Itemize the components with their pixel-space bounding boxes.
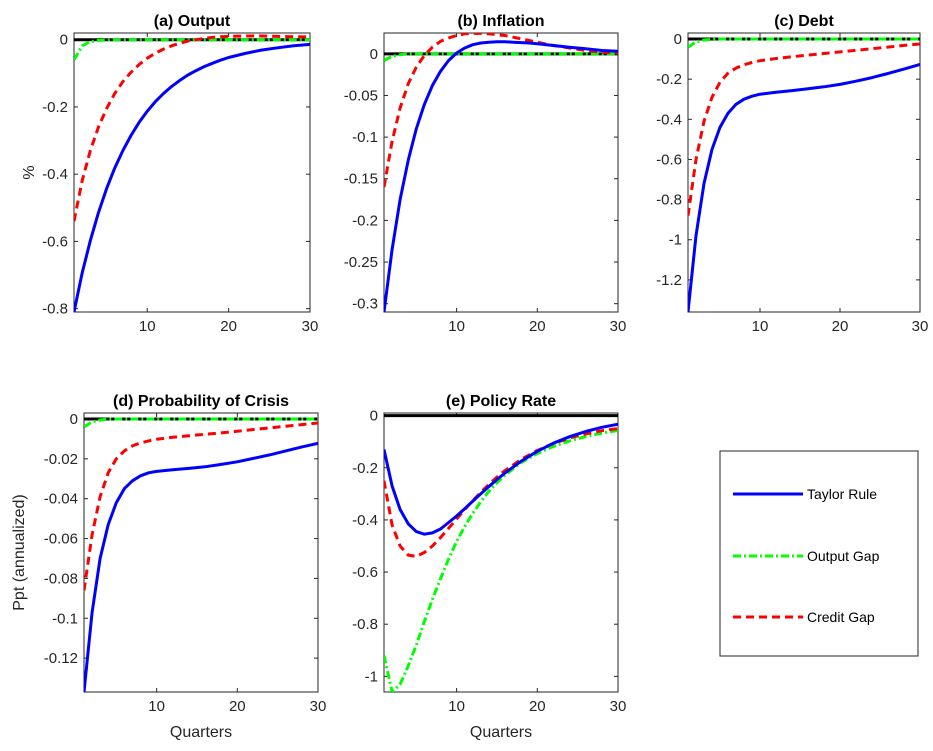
probability-of-crisis-ylabel: Ppt (annualized): [11, 494, 28, 611]
output-ytick-label: -0.2: [42, 99, 68, 116]
inflation-ytick-label: -0.2: [352, 212, 378, 229]
output-ylabel: %: [21, 165, 38, 179]
policy-rate-series-taylor-rule: [384, 422, 618, 536]
probability-of-crisis-title: (d) Probability of Crisis: [113, 393, 289, 410]
output-title: (a) Output: [154, 13, 231, 30]
probability-of-crisis-ytick-label: -0.02: [44, 451, 78, 468]
debt-axes-frame: [687, 32, 921, 313]
panel-inflation: 10 20 30 0 -0.05 -0.1 -0.15 -0.2 -0.25 -0.3 (b) In…: [344, 13, 627, 335]
inflation-ytick-label: 0: [370, 46, 378, 63]
policy-rate-ytick-label: -0.2: [352, 460, 378, 477]
probability-of-crisis-series-credit-gap: [84, 421, 318, 591]
debt-series-credit-gap: [688, 42, 920, 216]
inflation-axes-frame: [383, 32, 619, 313]
output-ytick-label: -0.8: [42, 301, 68, 318]
inflation-series-output-gap: [384, 52, 618, 62]
legend-label-taylor-rule: Taylor Rule: [807, 486, 877, 502]
probability-of-crisis-ytick-label: -0.12: [44, 650, 78, 667]
debt-xtick-label: 20: [832, 318, 849, 335]
probability-of-crisis-ytick-label: -0.04: [44, 491, 78, 508]
output-axes-frame: [73, 32, 311, 313]
debt-ytick-label: 0: [674, 31, 682, 48]
legend-label-credit-gap: Credit Gap: [807, 609, 875, 625]
output-xtick-label: 20: [220, 318, 237, 335]
legend-box: [719, 450, 919, 657]
debt-series-output-gap: [688, 37, 920, 49]
policy-rate-ytick-label: 0: [370, 408, 378, 425]
probability-of-crisis-axes-frame: [83, 412, 319, 693]
debt-ytick-label: -0.2: [656, 71, 682, 88]
inflation-ytick-label: -0.1: [352, 129, 378, 146]
inflation-xtick-label: 20: [529, 318, 546, 335]
legend: Taylor Rule Output Gap Credit Gap: [719, 450, 919, 657]
inflation-ytick-label: -0.15: [344, 171, 378, 188]
inflation-xtick-label: 10: [448, 318, 465, 335]
panel-debt: 10 20 30 0 -0.2 -0.4 -0.6 -0.8 -1 -1.2 (c) Debt: [656, 13, 928, 335]
output-ytick-label: 0: [60, 32, 68, 49]
inflation-series-taylor-rule: [384, 40, 618, 312]
policy-rate-xtick-label: 20: [529, 698, 546, 715]
output-ytick-label: -0.4: [42, 166, 68, 183]
legend-label-output-gap: Output Gap: [807, 548, 880, 564]
probability-of-crisis-series-taylor-rule: [84, 441, 318, 692]
policy-rate-ytick-label: -0.6: [352, 564, 378, 581]
debt-ytick-label: -0.8: [656, 192, 682, 209]
probability-of-crisis-xtick-label: 10: [148, 698, 165, 715]
probability-of-crisis-xlabel: Quarters: [170, 724, 232, 741]
output-ytick-label: -0.6: [42, 233, 68, 250]
policy-rate-series-output-gap: [384, 429, 618, 692]
policy-rate-title: (e) Policy Rate: [446, 393, 556, 410]
probability-of-crisis-ytick-label: -0.08: [44, 570, 78, 587]
probability-of-crisis-ytick-label: -0.06: [44, 531, 78, 548]
policy-rate-ytick-label: -1: [365, 668, 378, 685]
panel-probability-of-crisis: 10 20 30 0 -0.02 -0.04 -0.06 -0.08 -0.1 -0.12 (d) …: [11, 393, 326, 741]
probability-of-crisis-xtick-label: 30: [310, 698, 327, 715]
debt-ytick-label: -0.6: [656, 151, 682, 168]
debt-ytick-label: -1.2: [656, 272, 682, 289]
debt-xtick-label: 30: [912, 318, 929, 335]
inflation-ytick-label: -0.25: [344, 254, 378, 271]
probability-of-crisis-ytick-label: 0: [70, 411, 78, 428]
probability-of-crisis-series-output-gap: [84, 417, 318, 429]
debt-title: (c) Debt: [774, 13, 834, 30]
probability-of-crisis-xtick-label: 20: [229, 698, 246, 715]
output-xtick-label: 10: [139, 318, 156, 335]
debt-ytick-label: -0.4: [656, 111, 682, 128]
inflation-ytick-label: -0.05: [344, 87, 378, 104]
policy-rate-ytick-label: -0.4: [352, 512, 378, 529]
output-series-credit-gap: [74, 34, 310, 222]
debt-ytick-label: -1: [669, 232, 682, 249]
output-xtick-label: 30: [302, 318, 319, 335]
policy-rate-xlabel: Quarters: [470, 724, 532, 741]
debt-series-taylor-rule: [688, 63, 920, 312]
debt-xtick-label: 10: [752, 318, 769, 335]
policy-rate-xtick-label: 10: [448, 698, 465, 715]
inflation-title: (b) Inflation: [457, 13, 544, 30]
panel-policy-rate: 10 20 30 0 -0.2 -0.4 -0.6 -0.8 -1 (e) Policy Rate…: [352, 393, 626, 741]
policy-rate-ytick-label: -0.8: [352, 616, 378, 633]
panel-output: 10 20 30 0 -0.2 -0.4 -0.6 -0.8 (a) Output%: [21, 13, 318, 335]
output-series-output-gap: [74, 38, 310, 61]
output-series-taylor-rule: [74, 42, 310, 312]
probability-of-crisis-ytick-label: -0.1: [52, 610, 78, 627]
policy-rate-axes-frame: [383, 412, 619, 693]
inflation-ytick-label: -0.3: [352, 296, 378, 313]
policy-rate-xtick-label: 30: [610, 698, 627, 715]
inflation-xtick-label: 30: [610, 318, 627, 335]
